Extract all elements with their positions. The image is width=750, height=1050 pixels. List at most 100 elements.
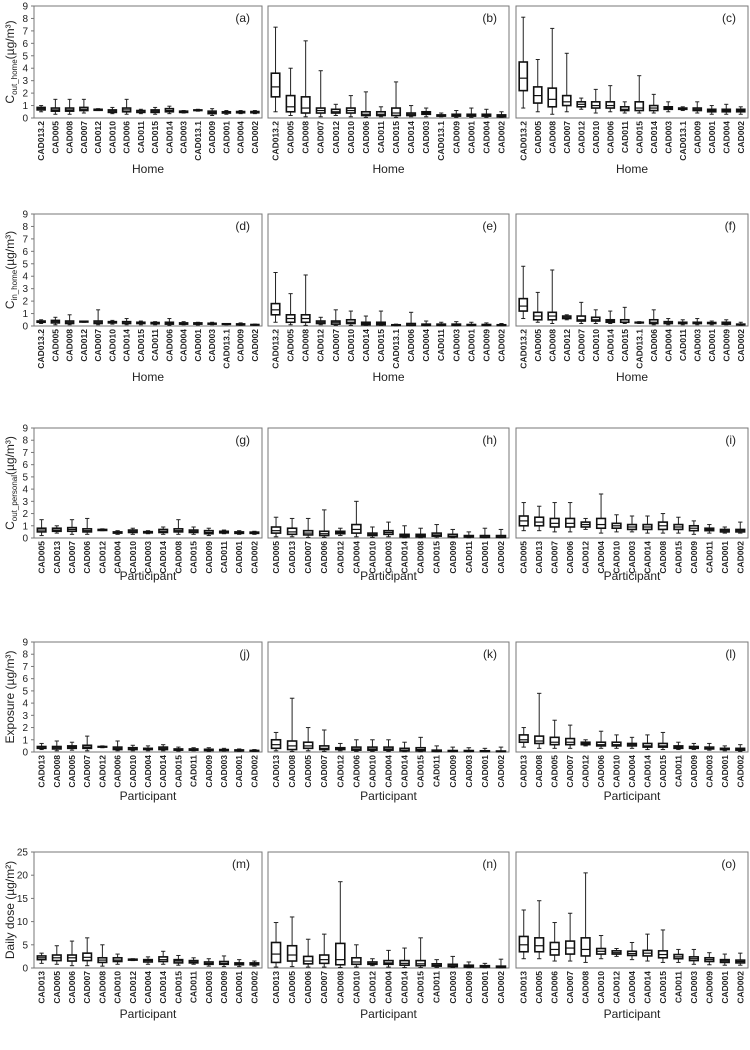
category-label: CAD010 bbox=[612, 755, 622, 788]
category-label: CAD010 bbox=[367, 541, 377, 574]
category-label: CAD003 bbox=[692, 329, 702, 362]
y-tick-label: 6 bbox=[22, 247, 28, 258]
category-label: CAD007 bbox=[550, 541, 560, 574]
category-label: CAD011 bbox=[150, 329, 160, 361]
category-label: CAD002 bbox=[496, 971, 506, 1004]
box bbox=[565, 737, 576, 746]
category-label: CAD010 bbox=[612, 541, 622, 574]
category-label: CAD011 bbox=[678, 329, 688, 361]
category-label: CAD012 bbox=[128, 971, 138, 1004]
category-label: CAD003 bbox=[421, 121, 431, 154]
panel-label: (o) bbox=[721, 857, 736, 871]
category-label: CAD005 bbox=[533, 121, 543, 154]
box bbox=[270, 526, 282, 534]
category-label: CAD013 bbox=[534, 541, 544, 574]
box bbox=[534, 516, 545, 527]
y-tick-label: 1 bbox=[22, 309, 28, 320]
y-axis-label-sub: out_home bbox=[10, 59, 19, 95]
category-label: CAD008 bbox=[658, 541, 668, 574]
box bbox=[595, 517, 607, 530]
panel-label: (e) bbox=[482, 219, 497, 233]
box bbox=[302, 955, 314, 965]
category-label: CAD008 bbox=[534, 755, 544, 788]
y-tick-label: 8 bbox=[22, 650, 28, 661]
category-label: CAD003 bbox=[179, 121, 189, 154]
category-label: CAD013.1 bbox=[391, 329, 401, 369]
box bbox=[375, 110, 386, 117]
category-label: CAD011 bbox=[189, 971, 199, 1003]
category-label: CAD013 bbox=[271, 755, 281, 788]
y-tick-label: 0 bbox=[22, 534, 28, 545]
box bbox=[549, 517, 560, 528]
y-axis-label-text: Daily dose (µg/m²) bbox=[3, 861, 17, 959]
category-label: CAD002 bbox=[249, 755, 259, 788]
box bbox=[270, 941, 282, 964]
category-label: CAD014 bbox=[649, 121, 659, 154]
category-label: CAD003 bbox=[448, 971, 458, 1004]
panel-label: (a) bbox=[235, 11, 250, 25]
category-label: CAD014 bbox=[400, 971, 410, 1004]
panel-label: (j) bbox=[239, 647, 250, 661]
category-label: CAD007 bbox=[319, 971, 329, 1004]
category-label: CAD004 bbox=[351, 541, 361, 574]
y-tick-label: 6 bbox=[22, 460, 28, 471]
y-axis-label-unit: (µg/m³) bbox=[3, 231, 17, 270]
category-label: CAD011 bbox=[136, 121, 146, 153]
category-label: CAD007 bbox=[93, 329, 103, 362]
category-label: CAD001 bbox=[707, 121, 717, 154]
category-label: CAD007 bbox=[67, 541, 77, 574]
category-label: CAD006 bbox=[596, 755, 606, 788]
category-label: CAD014 bbox=[158, 971, 168, 1004]
y-tick-label: 4 bbox=[22, 485, 28, 496]
category-label: CAD001 bbox=[234, 755, 244, 788]
x-axis-label: Home bbox=[372, 162, 404, 176]
y-axis-label-text: Exposure (µg/m³) bbox=[3, 651, 17, 744]
category-label: CAD013.1 bbox=[436, 121, 446, 161]
box bbox=[286, 740, 298, 751]
category-label: CAD008 bbox=[335, 971, 345, 1004]
y-axis-label-unit: (µg/m³) bbox=[3, 436, 17, 475]
category-label: CAD001 bbox=[221, 121, 231, 154]
category-label: CAD007 bbox=[565, 755, 575, 788]
category-label: CAD014 bbox=[642, 755, 652, 788]
category-label: CAD014 bbox=[605, 329, 615, 362]
plot-frame bbox=[515, 427, 749, 539]
category-label: CAD008 bbox=[52, 755, 62, 788]
category-label: CAD010 bbox=[596, 971, 606, 1004]
box bbox=[270, 302, 281, 316]
category-label: CAD013.1 bbox=[221, 329, 231, 369]
category-label: CAD013 bbox=[519, 755, 529, 788]
category-label: CAD012 bbox=[316, 329, 326, 362]
panel-label: (h) bbox=[482, 433, 497, 447]
category-label: CAD007 bbox=[79, 121, 89, 154]
y-axis-label-text: C bbox=[3, 95, 17, 104]
panel-label: (i) bbox=[725, 433, 736, 447]
y-tick-label: 0 bbox=[22, 748, 28, 759]
y-tick-label: 8 bbox=[22, 436, 28, 447]
category-label: CAD002 bbox=[250, 329, 260, 362]
category-label: CAD013.2 bbox=[36, 329, 46, 369]
category-label: CAD001 bbox=[720, 971, 730, 1004]
category-label: CAD011 bbox=[189, 755, 199, 787]
category-label: CAD007 bbox=[303, 541, 313, 574]
category-label: CAD015 bbox=[658, 755, 668, 788]
category-label: CAD013.1 bbox=[634, 329, 644, 369]
category-label: CAD001 bbox=[707, 329, 717, 362]
category-label: CAD007 bbox=[82, 755, 92, 788]
category-label: CAD009 bbox=[704, 971, 714, 1004]
category-label: CAD012 bbox=[335, 541, 345, 574]
y-axis-label-sub: out_personal bbox=[10, 475, 19, 521]
y-tick-label: 3 bbox=[22, 284, 28, 295]
box bbox=[534, 937, 545, 953]
category-label: CAD001 bbox=[193, 329, 203, 362]
category-label: CAD004 bbox=[663, 329, 673, 362]
category-label: CAD010 bbox=[351, 971, 361, 1004]
y-tick-label: 4 bbox=[22, 272, 28, 283]
y-tick-label: 8 bbox=[22, 14, 28, 25]
category-label: CAD006 bbox=[605, 121, 615, 154]
category-label: CAD001 bbox=[466, 121, 476, 154]
category-label: CAD003 bbox=[143, 541, 153, 574]
category-label: CAD003 bbox=[627, 541, 637, 574]
category-label: CAD011 bbox=[673, 755, 683, 787]
